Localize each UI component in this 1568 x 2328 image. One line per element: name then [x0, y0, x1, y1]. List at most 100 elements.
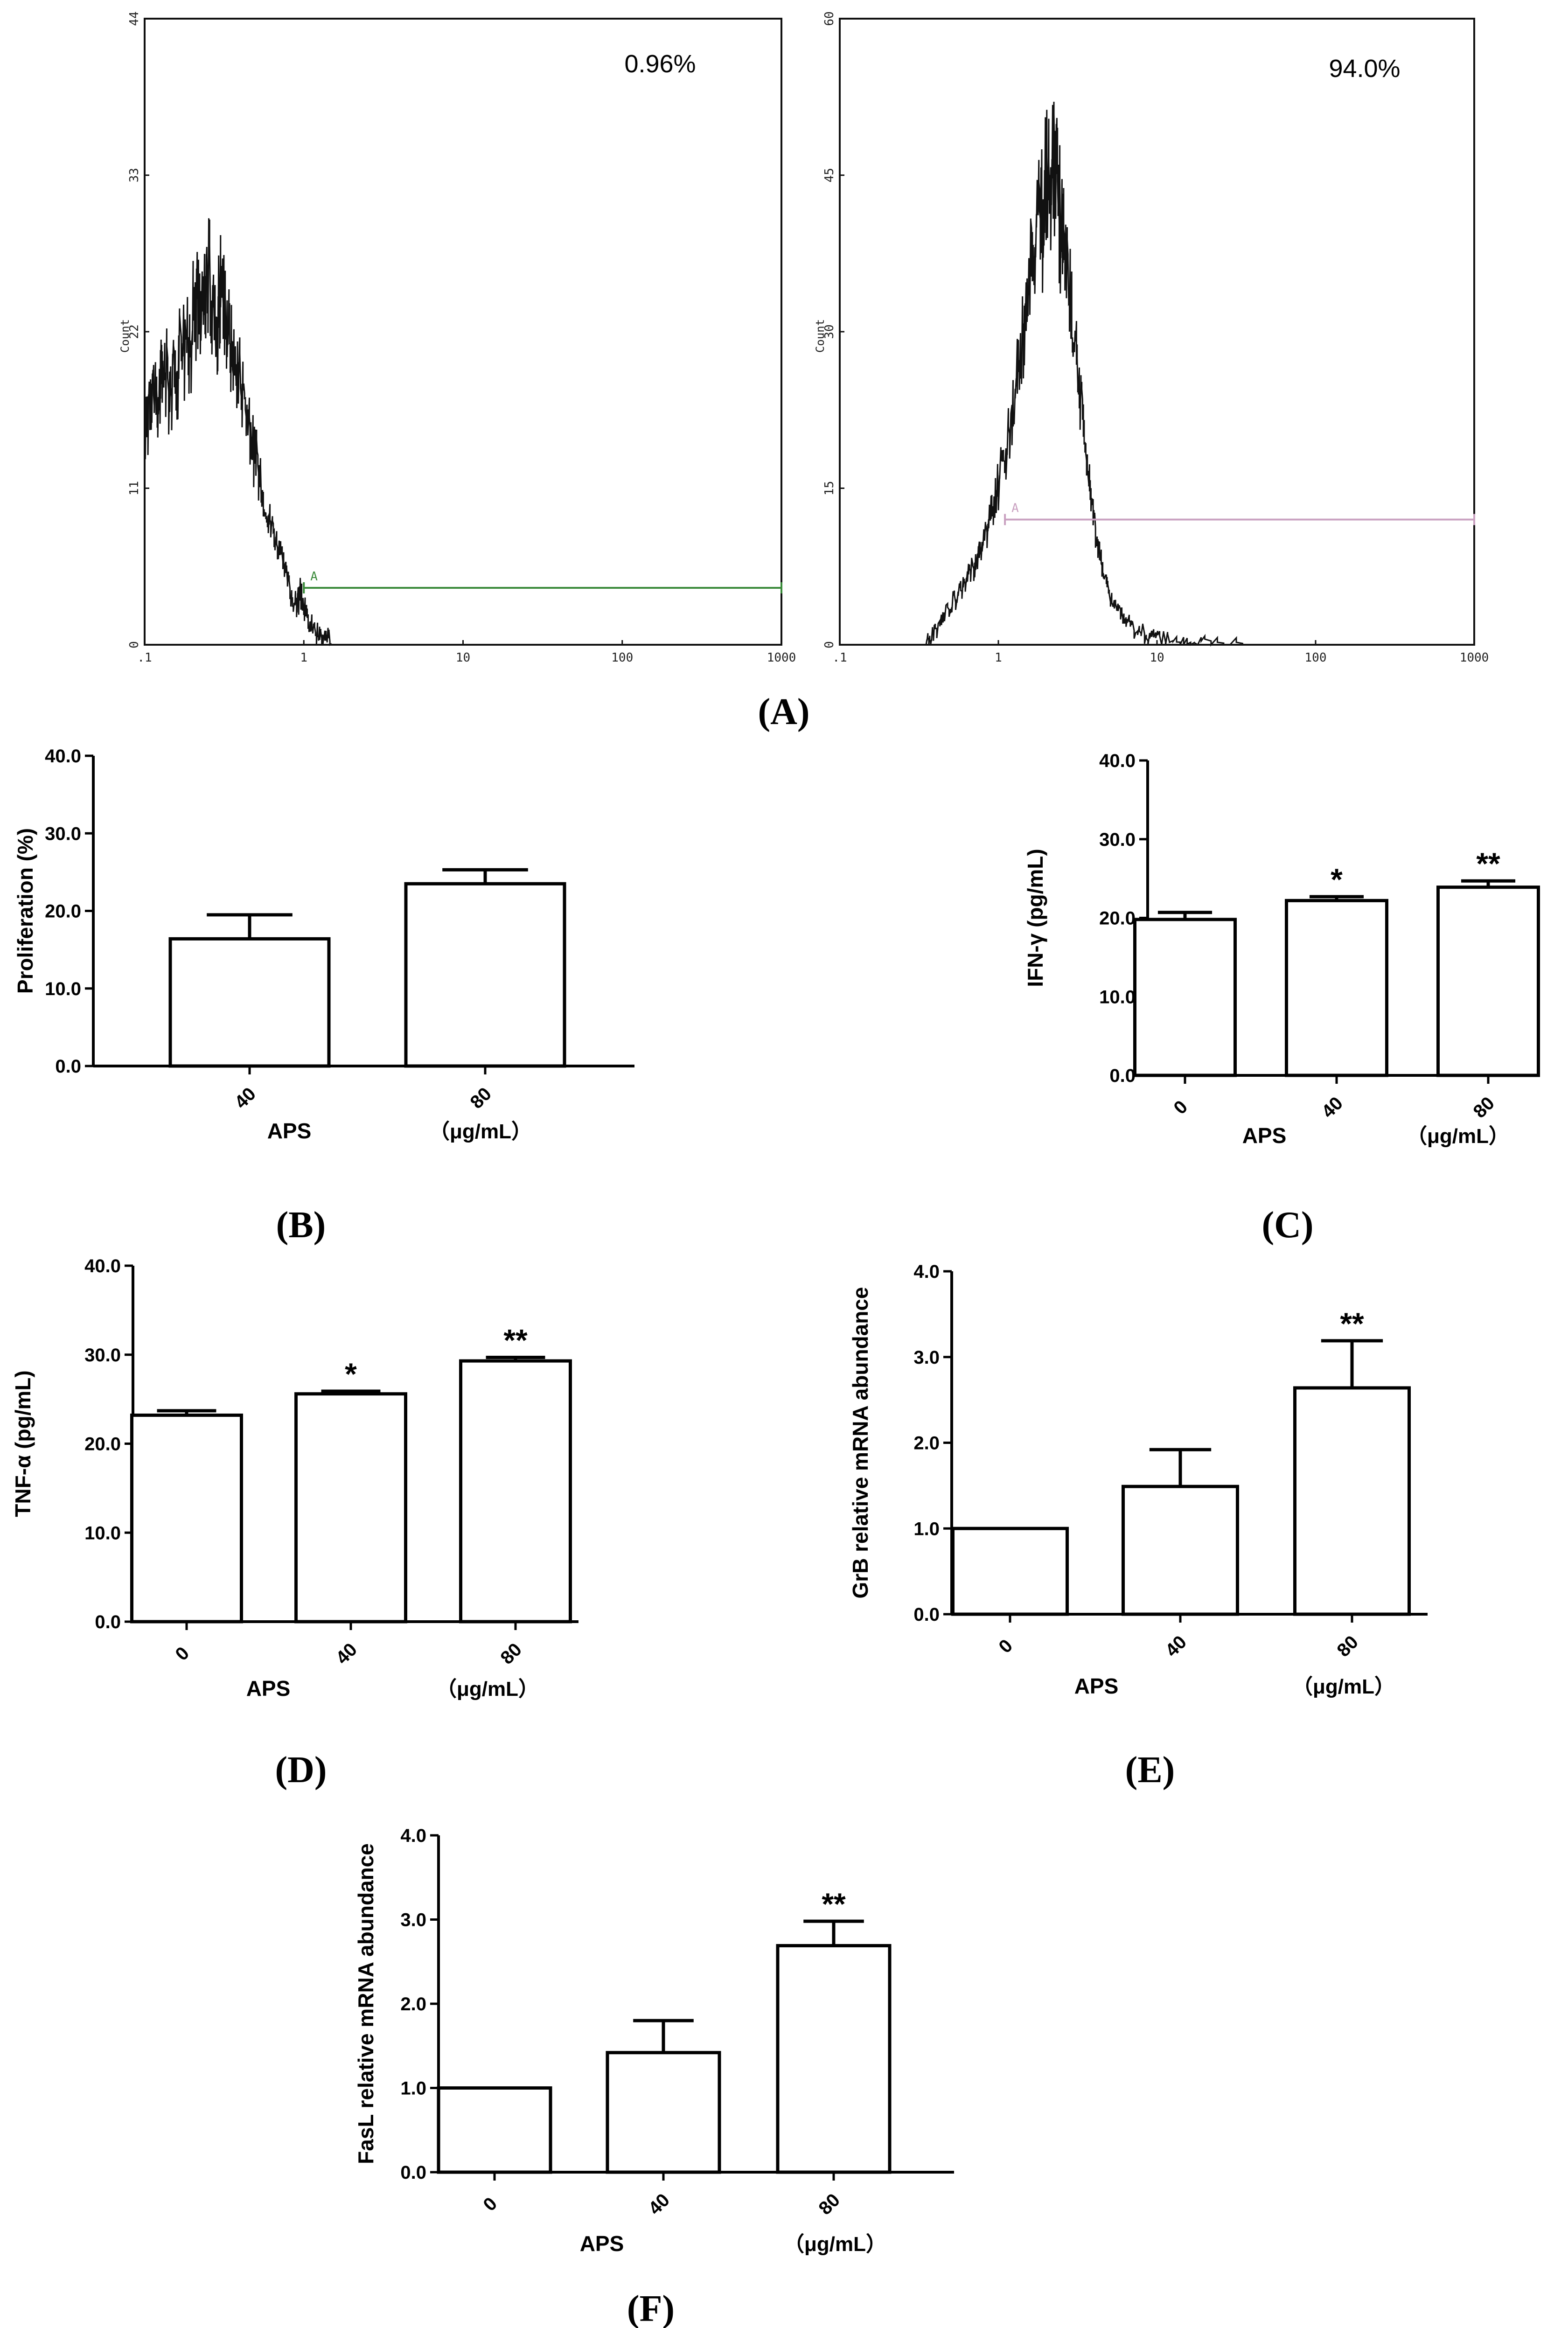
y-tick-label: 30.0: [84, 1345, 121, 1366]
x-axis-title: APS: [1242, 1123, 1287, 1148]
y-tick-label: 33: [127, 168, 141, 182]
y-tick-label: 10.0: [84, 1523, 121, 1543]
bar: [951, 1526, 1069, 1616]
x-axis-unit: （μg/mL）: [436, 1678, 539, 1701]
y-tick-label: 45: [822, 168, 836, 182]
x-tick-label: 10: [1150, 651, 1164, 665]
y-tick-label: 1.0: [400, 2078, 426, 2099]
significance-marker: **: [1340, 1306, 1364, 1341]
x-axis-title: APS: [267, 1119, 312, 1143]
x-tick-label: 1000: [767, 651, 796, 665]
y-tick-label: 4.0: [913, 1262, 940, 1282]
y-axis-title: GrB relative mRNA abundance: [848, 1287, 872, 1598]
y-axis-title: IFN-γ (pg/mL): [1023, 849, 1047, 987]
x-axis-title: APS: [246, 1676, 291, 1701]
bar: [294, 1392, 407, 1624]
y-tick-label: 22: [127, 324, 141, 339]
y-axis-title: Proliferation (%): [13, 828, 37, 994]
y-tick-label: 3.0: [913, 1347, 940, 1368]
x-tick-label: 100: [611, 651, 633, 665]
x-axis-unit: （μg/mL）: [784, 2233, 886, 2256]
histogram-trace: [144, 218, 335, 646]
y-tick-label: 0.0: [1109, 1066, 1136, 1086]
bar: [606, 2051, 721, 2174]
x-tick-label: 1000: [1460, 651, 1489, 665]
gate-label: A: [310, 570, 318, 584]
x-tick-label: 1: [995, 651, 1002, 665]
x-tick-label: .1: [832, 651, 847, 665]
y-tick-label: 0.0: [913, 1604, 940, 1625]
panel-a-histograms: 0 11 22 33 44 .1 1 10 100 1000 Count A 0.96% 0 15 30 45 6…: [118, 11, 1489, 665]
y-tick-label: 2.0: [913, 1433, 940, 1454]
y-tick-label: 30.0: [45, 823, 81, 844]
bar: [1293, 1386, 1411, 1616]
bar: [437, 2086, 552, 2174]
x-axis-unit: （μg/mL）: [429, 1120, 532, 1143]
significance-marker: **: [1476, 846, 1500, 881]
y-tick-label: 11: [127, 481, 141, 495]
bar: [1122, 1485, 1239, 1616]
bar: [404, 882, 566, 1068]
y-tick-label: 2.0: [400, 1994, 426, 2014]
y-tick-label: 0.0: [95, 1612, 121, 1632]
bar: [776, 1944, 892, 2174]
y-tick-label: 15: [822, 481, 836, 495]
bar: [130, 1413, 243, 1624]
bar: [168, 937, 331, 1068]
significance-marker: *: [345, 1357, 357, 1391]
x-axis-title: APS: [1074, 1674, 1119, 1698]
y-tick-label: 44: [127, 11, 141, 26]
x-tick-label: 1: [300, 651, 307, 665]
x-tick-label: 100: [1305, 651, 1327, 665]
y-tick-label: 0: [127, 641, 141, 648]
y-tick-label: 0.0: [400, 2162, 426, 2183]
y-tick-label: 4.0: [400, 1826, 426, 1846]
panel-label: (A): [758, 691, 809, 732]
y-axis-title: Count: [814, 319, 827, 353]
y-tick-label: 0.0: [55, 1056, 81, 1077]
x-axis-unit: （μg/mL）: [1407, 1125, 1509, 1148]
percent-positive-label: 0.96%: [624, 50, 696, 78]
y-tick-label: 10.0: [45, 979, 81, 999]
significance-marker: *: [1331, 862, 1343, 897]
significance-marker: **: [503, 1323, 528, 1357]
panel-label: (E): [1125, 1749, 1175, 1791]
bar: [1285, 899, 1388, 1077]
panel-label: (F): [627, 2288, 675, 2328]
y-tick-label: 3.0: [400, 1910, 426, 1931]
y-tick-label: 10.0: [1099, 987, 1136, 1007]
x-tick-label: .1: [137, 651, 152, 665]
panel-labels: (A) (B) (C) (D) (E) (F): [275, 691, 1313, 2328]
y-axis-title: TNF-α (pg/mL): [11, 1370, 35, 1517]
x-tick-label: 10: [456, 651, 470, 665]
panel-label: (B): [276, 1205, 326, 1246]
gate-label: A: [1011, 502, 1019, 516]
x-axis-title: APS: [580, 2231, 624, 2256]
y-tick-label: 20.0: [84, 1434, 121, 1455]
y-tick-label: 40.0: [84, 1256, 121, 1276]
y-axis-title: Count: [118, 319, 132, 353]
y-tick-label: 60: [822, 11, 836, 26]
x-axis-unit: （μg/mL）: [1292, 1675, 1395, 1698]
panel-label: (C): [1261, 1205, 1313, 1246]
y-axis-title: FasL relative mRNA abundance: [354, 1843, 378, 2164]
histogram-trace: [925, 102, 1262, 647]
y-tick-label: 30: [822, 324, 836, 339]
y-tick-label: 30.0: [1099, 829, 1136, 850]
y-tick-label: 40.0: [45, 746, 81, 767]
panel-label: (D): [275, 1749, 327, 1791]
significance-marker: **: [822, 1887, 846, 1921]
y-tick-label: 40.0: [1099, 751, 1136, 771]
bar: [1436, 885, 1540, 1077]
percent-positive-label: 94.0%: [1329, 55, 1400, 83]
y-tick-label: 20.0: [45, 901, 81, 922]
y-tick-label: 1.0: [913, 1519, 940, 1539]
bar: [1133, 918, 1237, 1077]
bar: [459, 1359, 572, 1624]
